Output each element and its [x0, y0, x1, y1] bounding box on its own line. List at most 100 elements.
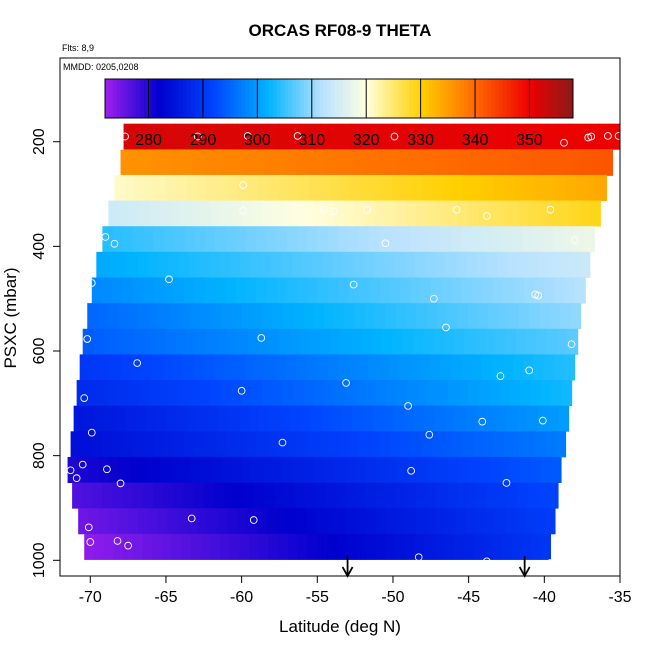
- colorbar-segment: [541, 79, 547, 118]
- heatmap-cell: [122, 226, 134, 253]
- heatmap-cell: [379, 431, 391, 458]
- observation-point: [257, 334, 266, 342]
- heatmap-cell: [432, 174, 444, 201]
- heatmap-cell: [111, 431, 123, 458]
- heatmap-cell: [385, 482, 397, 509]
- heatmap-cell: [307, 431, 319, 458]
- heatmap-cell: [534, 431, 546, 458]
- colorbar-tick-label: 310: [298, 132, 325, 149]
- heatmap-cell: [221, 200, 233, 227]
- heatmap-cell: [192, 149, 204, 176]
- heatmap-cell: [558, 405, 570, 432]
- colorbar-segment: [428, 79, 434, 118]
- heatmap-cell: [167, 508, 179, 535]
- heatmap-cell: [284, 482, 296, 509]
- heatmap-cell: [200, 303, 212, 330]
- heatmap-cell: [420, 226, 431, 253]
- heatmap-cell: [358, 226, 370, 253]
- heatmap-cell: [330, 328, 342, 355]
- heatmap-cell: [217, 508, 228, 535]
- heatmap-cell: [309, 174, 321, 201]
- heatmap-cell: [97, 380, 109, 407]
- colorbar-segment: [436, 79, 441, 118]
- heatmap-cell: [548, 251, 560, 278]
- heatmap-cell: [132, 482, 144, 509]
- heatmap-cell: [420, 277, 432, 304]
- heatmap-cell: [183, 482, 195, 509]
- heatmap-cell: [156, 405, 168, 432]
- heatmap-cell: [378, 354, 390, 381]
- y-tick-label: 1000: [31, 542, 48, 578]
- colorbar-segment: [315, 79, 320, 118]
- observation-point: [87, 428, 96, 437]
- heatmap-cell: [564, 277, 576, 304]
- heatmap-cell: [278, 533, 289, 560]
- x-tick-label: -35: [608, 589, 631, 606]
- heatmap-cell: [262, 380, 274, 407]
- heatmap-cell: [488, 303, 500, 330]
- heatmap-cell: [514, 174, 525, 201]
- colorbar-segment: [401, 79, 406, 118]
- heatmap-cell: [132, 277, 144, 304]
- colorbar-segment: [159, 79, 164, 118]
- heatmap-cell: [477, 200, 489, 227]
- heatmap-cell: [489, 380, 500, 407]
- heatmap-cell: [164, 123, 176, 150]
- heatmap-cell: [361, 123, 373, 150]
- heatmap-cell: [268, 533, 280, 560]
- heatmap-cell: [334, 456, 346, 484]
- heatmap-cell: [144, 123, 156, 150]
- heatmap-cell: [497, 200, 509, 227]
- heatmap-cell: [530, 456, 542, 484]
- colorbar-tick-label: 300: [244, 132, 271, 149]
- heatmap-cell: [537, 482, 549, 509]
- heatmap-cell: [358, 354, 369, 381]
- heatmap-cell: [207, 508, 218, 535]
- y-tick-label: 200: [31, 128, 48, 155]
- heatmap-cell: [401, 174, 413, 201]
- heatmap-cell: [417, 149, 429, 176]
- heatmap-cell: [489, 456, 500, 484]
- heatmap-cell: [547, 482, 559, 509]
- colorbar-segment: [346, 79, 352, 118]
- heatmap-cell: [527, 405, 539, 432]
- heatmap-cell: [375, 533, 386, 560]
- heatmap-cell: [225, 226, 237, 253]
- heatmap-cell: [241, 303, 253, 330]
- heatmap-cell: [110, 354, 122, 381]
- heatmap-cell: [114, 405, 126, 432]
- heatmap-cell: [409, 354, 421, 381]
- heatmap-cell: [103, 328, 115, 355]
- heatmap-cell: [235, 277, 247, 304]
- observation-point: [496, 372, 505, 380]
- heatmap-cell: [361, 328, 373, 355]
- heatmap-cell: [142, 482, 154, 509]
- heatmap-cell: [173, 482, 185, 509]
- heatmap-cell: [124, 174, 136, 201]
- heatmap-cell: [327, 533, 338, 560]
- heatmap-cell: [382, 123, 394, 150]
- heatmap-cell: [303, 200, 314, 227]
- colorbar-segment: [210, 79, 215, 118]
- heatmap-cell: [462, 174, 474, 201]
- heatmap-cell: [282, 303, 294, 330]
- heatmap-cell: [446, 200, 458, 227]
- heatmap-cell: [314, 456, 326, 484]
- heatmap-cell: [122, 277, 134, 304]
- heatmap-cell: [306, 508, 318, 535]
- heatmap-cell: [199, 251, 210, 278]
- colorbar-segment: [268, 79, 274, 118]
- heatmap-cell: [243, 149, 255, 176]
- heatmap-cell: [515, 328, 527, 355]
- heatmap-cell: [479, 149, 491, 176]
- heatmap-cell: [475, 508, 486, 535]
- colorbar-segment: [222, 79, 227, 118]
- heatmap-cell: [497, 251, 509, 278]
- heatmap-cell: [441, 431, 453, 458]
- heatmap-cell: [382, 405, 394, 432]
- x-tick-label: -50: [381, 589, 404, 606]
- heatmap-cell: [395, 303, 407, 330]
- observation-point: [429, 294, 438, 303]
- colorbar-segment: [237, 79, 242, 118]
- heatmap-cell: [278, 123, 290, 150]
